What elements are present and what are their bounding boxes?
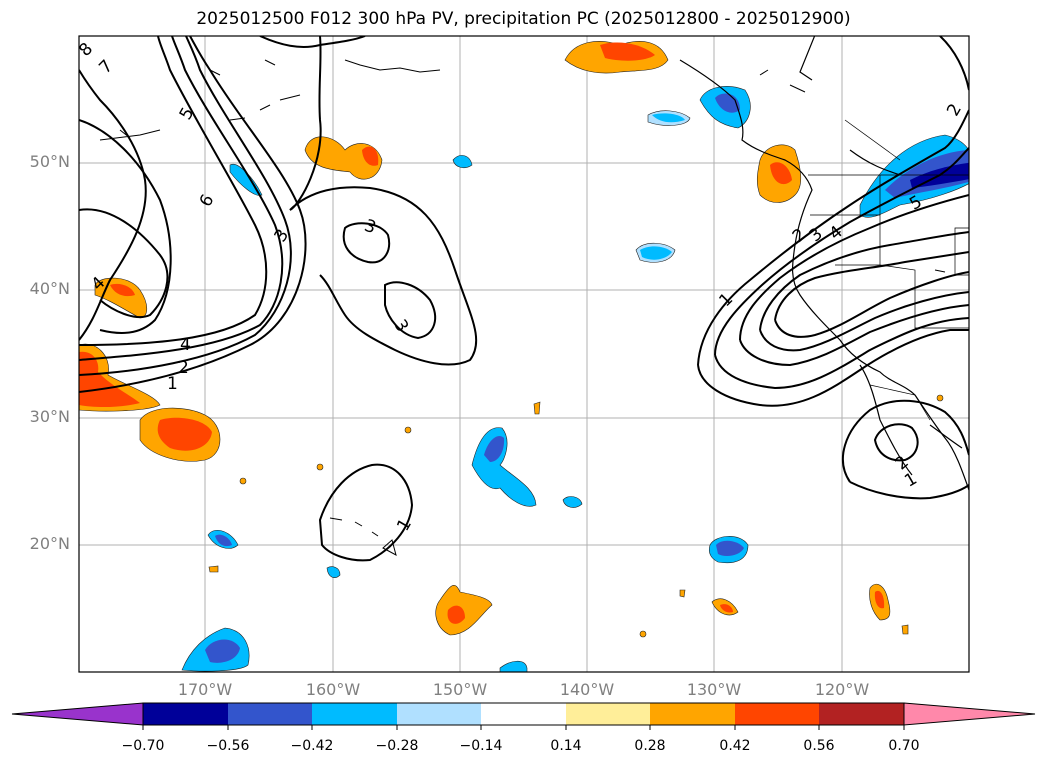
- contour-label: 1: [901, 469, 920, 492]
- colorbar-tick-label: 0.14: [550, 738, 582, 754]
- contour-label: 3: [806, 224, 827, 246]
- gridlines: [79, 36, 969, 672]
- lon-label-130w: 130°W: [686, 680, 742, 699]
- precip-negative: [181, 86, 969, 672]
- lon-label-120w: 120°W: [814, 680, 870, 699]
- lon-label-160w: 160°W: [305, 680, 361, 699]
- colorbar-segment: [143, 703, 228, 725]
- state-borders: [808, 119, 969, 421]
- map-frame: [78, 35, 970, 673]
- colorbar-tick-label: 0.70: [888, 738, 920, 754]
- colorbar-tick-label: −0.28: [375, 738, 419, 754]
- colorbar-frame: [142, 702, 905, 726]
- contour-label: 5: [176, 104, 199, 123]
- colorbar-segment: [819, 703, 904, 725]
- contour-label: 7: [95, 56, 117, 78]
- colorbar: [11, 702, 1036, 730]
- contour-label: 3: [389, 316, 412, 335]
- lat-label-40n: 40°N: [29, 279, 70, 298]
- colorbar-segment: [312, 703, 397, 725]
- pv-contours: [79, 36, 969, 562]
- colorbar-extend-high: [903, 702, 1036, 726]
- colorbar-tick-label: 0.56: [803, 738, 835, 754]
- contour-label: 2: [943, 100, 966, 119]
- colorbar-segment: [650, 703, 735, 725]
- lon-label-150w: 150°W: [432, 680, 488, 699]
- map-field: 8 7 5 6 3 4 2 1 4 3 3 2 3 4 5 1 2 1 1 2: [79, 36, 969, 672]
- lat-label-20n: 20°N: [29, 534, 70, 553]
- contour-label: 1: [393, 515, 416, 534]
- lat-label-30n: 30°N: [29, 407, 70, 426]
- colorbar-tick-label: −0.70: [121, 738, 165, 754]
- precip-positive: [79, 41, 944, 638]
- lon-label-140w: 140°W: [559, 680, 615, 699]
- colorbar-segment: [228, 703, 312, 725]
- colorbar-tick-label: −0.56: [206, 738, 250, 754]
- contour-label: 6: [196, 191, 219, 210]
- lon-label-170w: 170°W: [177, 680, 233, 699]
- colorbar-segment: [481, 703, 566, 725]
- colorbar-segment: [397, 703, 481, 725]
- colorbar-tick-label: −0.14: [459, 738, 503, 754]
- contour-label: 1: [167, 374, 178, 394]
- colorbar-tick-label: 0.42: [719, 738, 751, 754]
- contour-label: 2: [178, 358, 189, 378]
- islands: [99, 59, 946, 556]
- colorbar-segment: [566, 703, 650, 725]
- colorbar-tick-label: 0.28: [634, 738, 666, 754]
- map-title: 2025012500 F012 300 hPa PV, precipitatio…: [196, 9, 851, 29]
- colorbar-segment: [735, 703, 819, 725]
- contour-label: 1: [715, 289, 737, 311]
- lat-label-50n: 50°N: [29, 152, 70, 171]
- contour-label: 4: [180, 335, 191, 355]
- contour-label: 3: [362, 216, 379, 238]
- colorbar-tick-label: −0.42: [290, 738, 334, 754]
- colorbar-extend-low: [11, 702, 144, 726]
